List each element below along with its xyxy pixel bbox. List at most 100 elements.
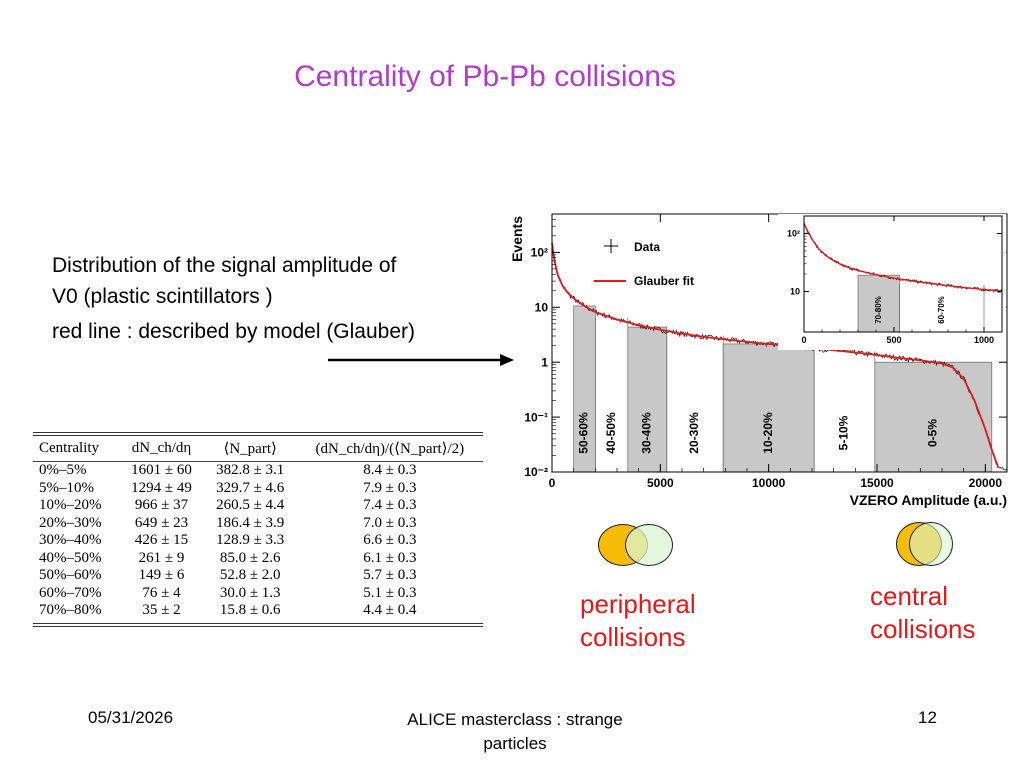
description-line-2: V0 (plastic scintillators ) (52, 285, 273, 308)
centrality-band (722, 343, 815, 473)
peripheral-label-line-1: peripheral (580, 589, 696, 619)
centrality-table-container: Centrality dN_ch/dη ⟨N_part⟩ (dN_ch/dη)/… (33, 432, 483, 627)
cell-ratio: 7.9 ± 0.3 (363, 479, 417, 496)
legend-entry-fit: Glauber fit (634, 274, 694, 288)
arrow-icon (328, 354, 514, 366)
header-dnch: dN_ch/dη (119, 436, 204, 462)
y-axis-label: Events (509, 216, 525, 262)
cell-centrality: 50%–60% (39, 567, 102, 584)
cell-dnch: 426 ± 15 (134, 532, 189, 549)
x-tick-label: 10000 (752, 476, 786, 490)
cell-centrality: 70%–80% (39, 602, 102, 619)
peripheral-label-line-2: collisions (580, 622, 686, 652)
vzero-amplitude-chart: 50-60% 40-50% 30-40% 20-30% 10-20% 5-10% 0-5% 0… (509, 213, 1008, 508)
glauber-fit-line (803, 222, 1003, 292)
cell-centrality: 0%–5% (39, 462, 87, 479)
cell-ratio: 5.7 ± 0.3 (363, 567, 417, 584)
centrality-band (874, 361, 993, 473)
cell-dnch: 1601 ± 60 (131, 462, 192, 479)
x-tick-label: 0 (801, 335, 806, 345)
cell-centrality: 60%–70% (39, 584, 102, 601)
table-row: 40%–50% 261 ± 9 85.0 ± 2.6 6.1 ± 0.3 (33, 550, 483, 568)
footer-date: 05/31/2026 (88, 708, 174, 727)
legend-entry-data: Data (634, 240, 660, 254)
y-tick-label: 10² (531, 246, 548, 260)
table-row: 30%–40% 426 ± 15 128.9 ± 3.3 6.6 ± 0.3 (33, 532, 483, 550)
header-centrality: Centrality (33, 436, 120, 462)
header-npart: ⟨N_part⟩ (203, 436, 297, 462)
cell-ratio: 4.4 ± 0.4 (363, 602, 417, 619)
cell-dnch: 649 ± 23 (134, 514, 189, 531)
header-ratio: (dN_ch/dη)/(⟨N_part⟩/2) (296, 436, 483, 462)
cell-dnch: 966 ± 37 (134, 497, 189, 514)
band-label: 60-70% (937, 296, 946, 324)
cell-dnch: 149 ± 6 (138, 567, 185, 584)
y-tick-label: 10⁻² (524, 465, 548, 479)
cell-ratio: 8.4 ± 0.3 (363, 462, 417, 479)
cell-npart: 186.4 ± 3.9 (216, 514, 285, 531)
cell-npart: 85.0 ± 2.6 (219, 549, 281, 566)
green-nucleus-circle-central (909, 522, 953, 566)
cell-centrality: 10%–20% (39, 497, 102, 514)
slide-title: Centrality of Pb-Pb collisions (294, 60, 676, 93)
cell-npart: 260.5 ± 4.4 (216, 497, 285, 514)
cell-dnch: 1294 ± 49 (131, 479, 192, 496)
cell-ratio: 5.1 ± 0.3 (363, 584, 417, 601)
cell-centrality: 40%–50% (39, 549, 102, 566)
table-row: 60%–70% 76 ± 4 30.0 ± 1.3 5.1 ± 0.3 (33, 585, 483, 603)
y-tick-label: 1 (541, 355, 548, 369)
footer-title-line-1: ALICE masterclass : strange (407, 710, 623, 729)
x-tick-label: 20000 (969, 476, 1003, 490)
table-row: 50%–60% 149 ± 6 52.8 ± 2.0 5.7 ± 0.3 (33, 567, 483, 585)
y-tick-label: 10 (535, 300, 549, 314)
x-tick-label: 500 (886, 335, 901, 345)
cell-dnch: 35 ± 2 (142, 602, 181, 619)
cell-npart: 52.8 ± 2.0 (219, 567, 281, 584)
plot-area (804, 216, 1002, 332)
table-row: 20%–30% 649 ± 23 186.4 ± 3.9 7.0 ± 0.3 (33, 515, 483, 533)
x-axis-label: VZERO Amplitude (a.u.) (850, 492, 1007, 508)
chart-panel-1: 70-80% 60-70% 0 500 1000 10 10² (787, 215, 1003, 345)
glauber-fit-line (551, 242, 1000, 469)
x-tick-label: 1000 (974, 335, 994, 345)
x-tick-label: 0 (549, 476, 556, 490)
cell-ratio: 6.6 ± 0.3 (363, 532, 417, 549)
footer-page-number: 12 (918, 708, 937, 727)
band-label: 10-20% (761, 412, 775, 454)
band-label: 50-60% (577, 412, 591, 454)
y-tick-label: 10⁻¹ (524, 410, 548, 424)
y-tick-label: 10 (790, 287, 800, 297)
y-tick-label: 10² (787, 229, 800, 239)
chart-legend: Data Glauber fit (594, 239, 694, 288)
band-label: 70-80% (874, 296, 883, 324)
cell-npart: 382.8 ± 3.1 (216, 462, 285, 479)
cell-dnch: 76 ± 4 (142, 584, 181, 601)
cell-npart: 128.9 ± 3.3 (216, 532, 285, 549)
band-label: 0-5% (926, 419, 940, 447)
green-nucleus-circle (625, 524, 673, 566)
central-label-line-1: central (870, 581, 949, 611)
central-label-line-2: collisions (870, 614, 976, 644)
cell-ratio: 7.4 ± 0.3 (363, 497, 417, 514)
cell-centrality: 20%–30% (39, 514, 102, 531)
table-row: 5%–10% 1294 ± 49 329.7 ± 4.6 7.9 ± 0.3 (33, 480, 483, 498)
table-row: 10%–20% 966 ± 37 260.5 ± 4.4 7.4 ± 0.3 (33, 497, 483, 515)
x-tick-label: 5000 (647, 476, 674, 490)
cell-npart: 329.7 ± 4.6 (216, 479, 285, 496)
description-line-1: Distribution of the signal amplitude of (52, 254, 397, 277)
band-label: 20-30% (687, 412, 701, 454)
cell-npart: 30.0 ± 1.3 (219, 584, 281, 601)
cell-centrality: 5%–10% (39, 479, 94, 496)
footer-title: ALICE masterclass : strange particles (380, 708, 650, 756)
band-label: 30-40% (640, 412, 654, 454)
cell-npart: 15.8 ± 0.6 (219, 602, 281, 619)
cell-centrality: 30%–40% (39, 532, 102, 549)
table-header-row: Centrality dN_ch/dη ⟨N_part⟩ (dN_ch/dη)/… (33, 436, 483, 462)
cell-ratio: 7.0 ± 0.3 (363, 514, 417, 531)
footer-title-line-2: particles (483, 734, 547, 753)
cell-ratio: 6.1 ± 0.3 (363, 549, 417, 566)
x-tick-label: 15000 (860, 476, 894, 490)
band-label: 5-10% (837, 415, 851, 450)
description-line-3: red line : described by model (Glauber) (52, 320, 416, 343)
centrality-table: Centrality dN_ch/dη ⟨N_part⟩ (dN_ch/dη)/… (33, 436, 483, 620)
